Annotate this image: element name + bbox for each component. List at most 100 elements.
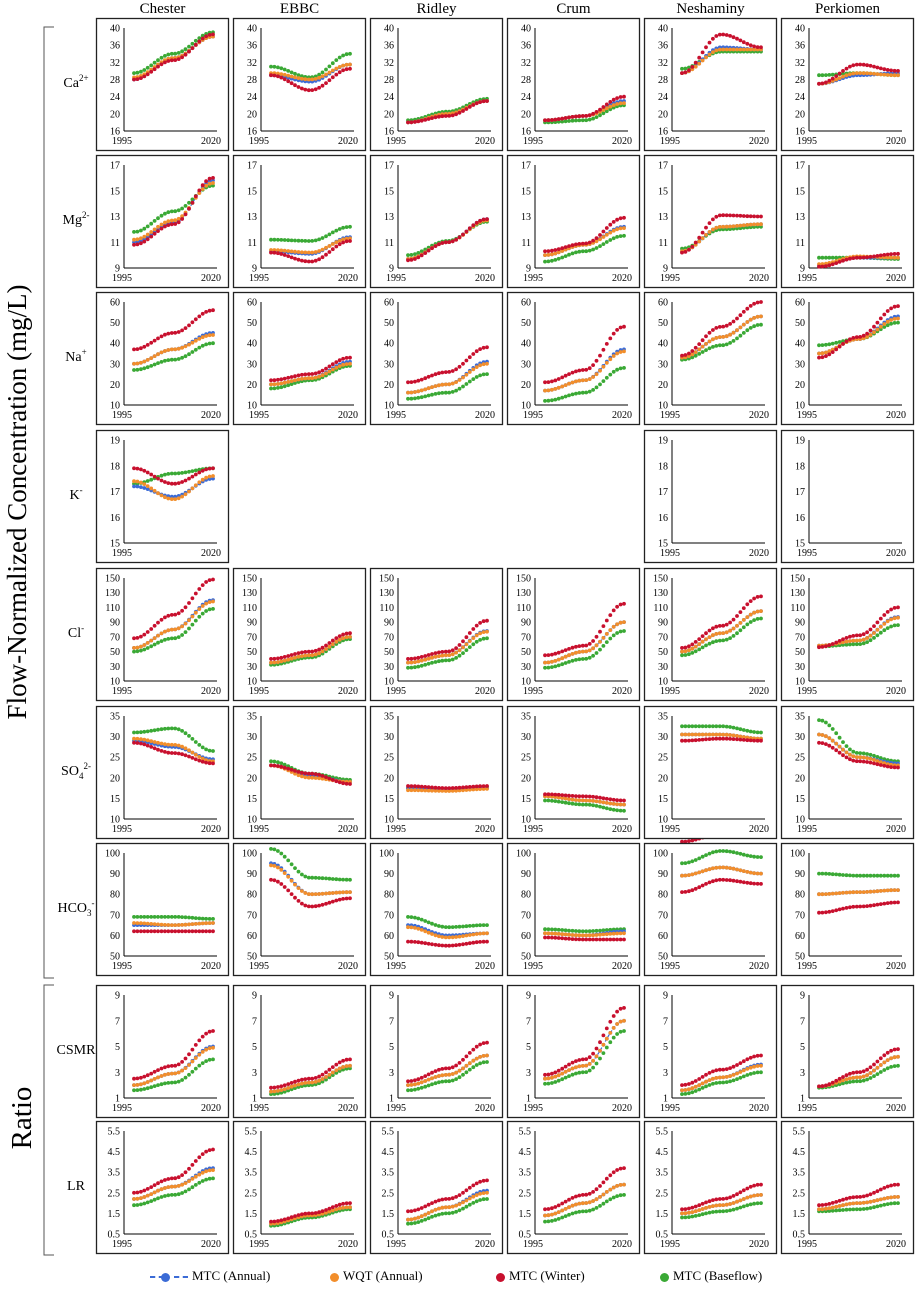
data-point [344,356,349,360]
data-point [173,481,178,486]
data-point [467,379,472,384]
y-tick-label: 9 [389,264,394,275]
data-point [183,929,188,934]
data-point [443,370,448,374]
data-point [896,888,900,892]
data-point [591,388,595,392]
data-point [580,643,585,648]
data-point [868,903,873,908]
data-point [156,352,160,357]
data-point [618,931,623,936]
y-tick-label: 130 [105,588,120,599]
data-point [748,870,753,875]
y-tick-label: 17 [795,161,805,172]
data-point [693,240,698,245]
data-point [728,341,732,345]
data-point [334,66,339,71]
data-point [457,235,462,240]
data-point [443,786,448,790]
data-point [464,358,469,363]
data-point [711,227,715,232]
data-point [745,853,750,858]
data-point [419,784,424,789]
data-point [721,849,726,853]
data-point [413,390,417,394]
x-tick-label: 1995 [249,1103,269,1114]
data-point [615,217,619,222]
data-point [704,1084,708,1089]
data-point [176,635,181,639]
data-point [570,118,575,123]
data-point [546,665,551,670]
data-point [173,751,178,755]
data-point [306,904,311,909]
data-point [711,737,715,741]
data-point [348,635,352,639]
data-point [409,1088,414,1092]
data-point [464,635,469,640]
data-point [211,929,215,934]
data-point [149,922,154,926]
data-point [145,365,150,370]
data-point [317,85,321,90]
data-point [594,651,599,655]
data-point [132,71,136,75]
data-point [615,604,619,609]
data-point [546,118,551,123]
data-point [142,344,147,349]
data-point [865,904,869,908]
data-point [872,64,876,69]
data-point [149,69,154,74]
data-point [176,496,181,501]
data-point [896,320,900,325]
y-tick-label: 70 [384,910,394,921]
data-point [457,1061,462,1065]
data-point [717,736,722,741]
data-point [197,755,202,759]
data-point [543,399,547,403]
data-point [450,239,455,244]
data-point [574,937,578,942]
y-tick-label: 70 [384,632,394,643]
y-tick-label: 7 [526,1016,531,1027]
data-point [598,1048,602,1053]
data-point [707,230,712,234]
data-point [187,734,191,738]
data-point [896,316,900,321]
data-point [830,642,835,646]
data-point [330,638,335,643]
series-winter [680,32,763,75]
data-point [875,320,880,325]
data-point [310,259,315,264]
data-point [180,55,185,60]
data-point [608,222,613,227]
data-point [149,745,154,749]
data-point [875,254,880,258]
data-point [204,183,209,188]
y-tick-label: 24 [658,92,668,103]
data-point [471,377,476,381]
data-point [563,1064,568,1069]
data-point [200,1034,205,1039]
series-winter [543,94,626,123]
data-point [711,36,715,41]
data-point [282,376,287,381]
data-point [341,1058,345,1063]
data-point [300,76,304,81]
data-point [464,1054,469,1059]
data-point [834,340,839,345]
data-point [324,366,328,371]
data-point [878,630,883,635]
data-point [454,237,458,242]
data-point [868,752,873,757]
data-point [176,216,181,221]
data-point [454,650,458,655]
y-tick-label: 15 [110,794,120,805]
data-point [193,591,198,596]
data-point [611,802,616,806]
data-point [282,655,287,659]
data-point [269,386,273,391]
data-point [700,732,705,737]
